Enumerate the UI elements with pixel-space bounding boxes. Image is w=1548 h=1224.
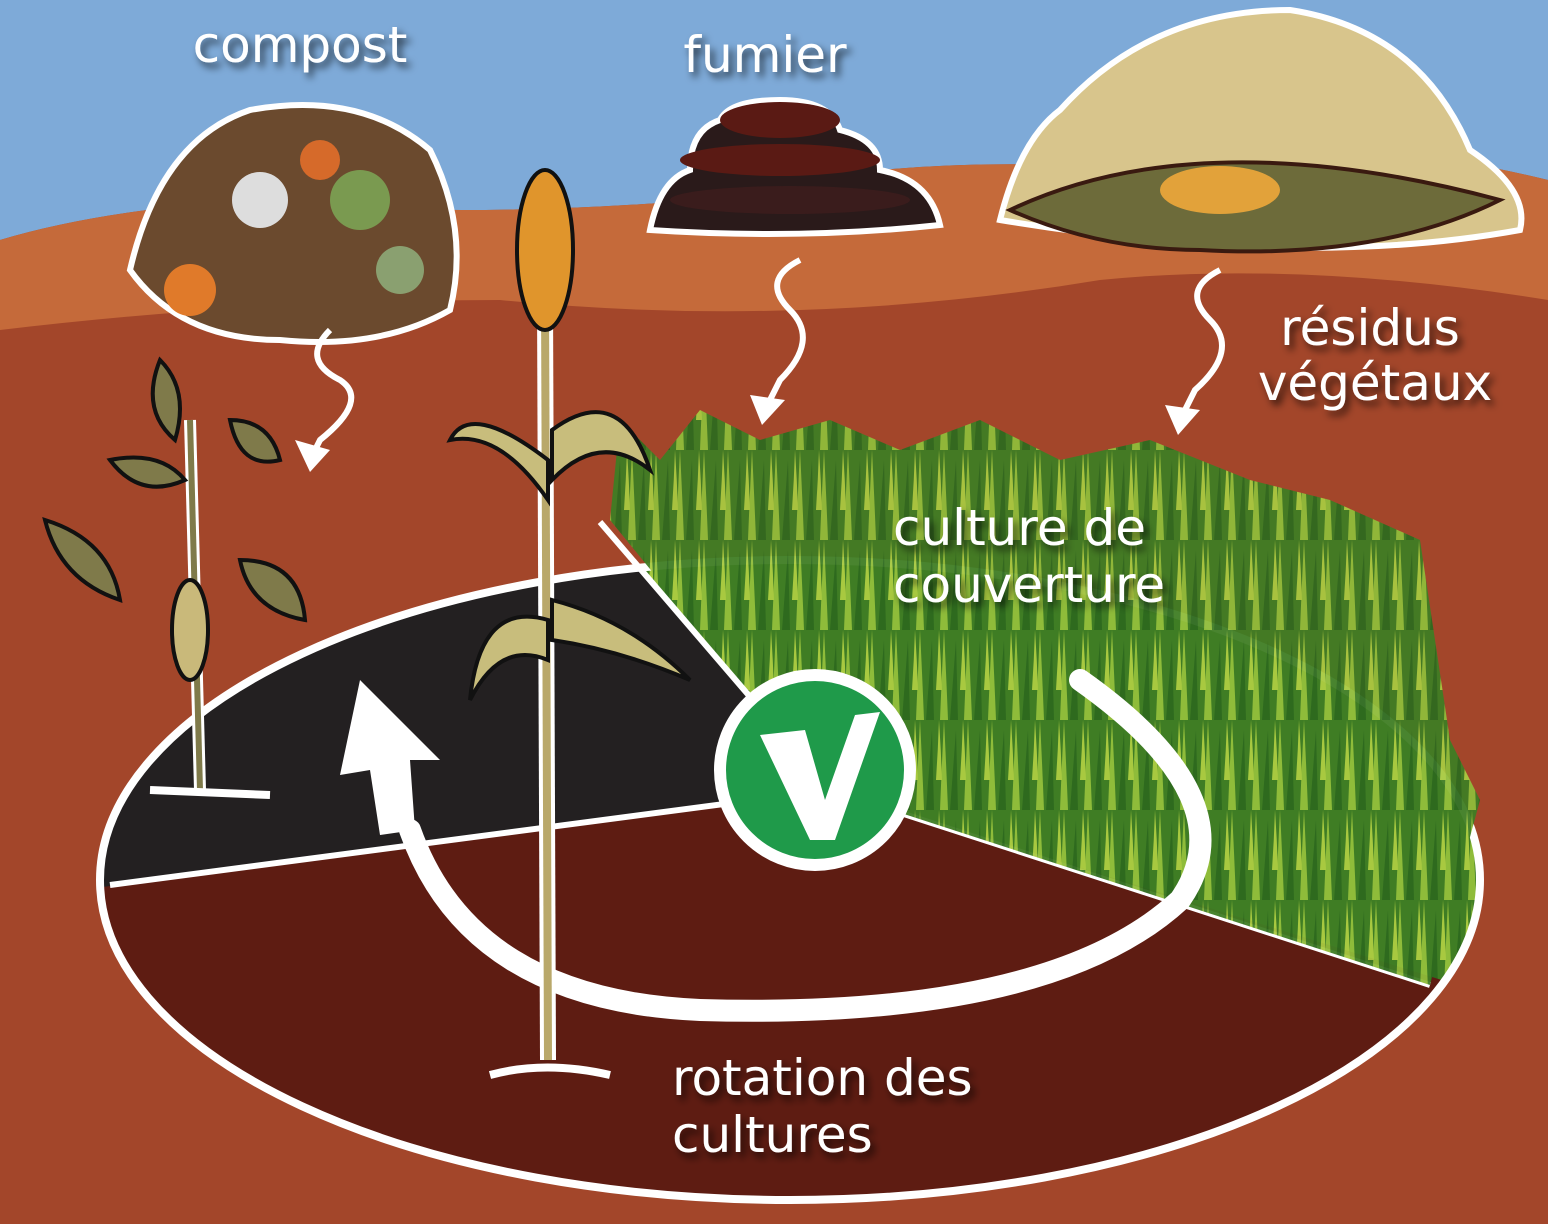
label-residus: résidus xyxy=(1280,299,1460,357)
label-rotation: rotation des xyxy=(672,1049,973,1107)
label-rotation: cultures xyxy=(672,1106,873,1164)
label-fumier: fumier xyxy=(683,26,847,84)
label-couverture: culture de xyxy=(893,499,1146,557)
label-compost: compost xyxy=(193,16,408,74)
label-residus: végétaux xyxy=(1258,354,1492,412)
label-couverture: couverture xyxy=(893,556,1165,614)
illustration: compost fumier résidus végétaux culture … xyxy=(0,0,1548,1224)
